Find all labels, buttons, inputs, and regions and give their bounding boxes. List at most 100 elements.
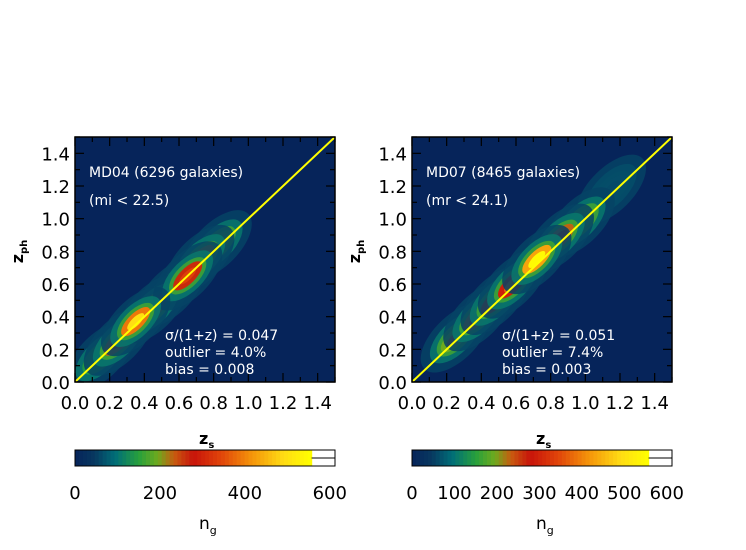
colorbar-segment <box>624 450 630 466</box>
colorbar-tick-label: 500 <box>607 483 641 504</box>
colorbar-segment <box>295 450 301 466</box>
colorbar-tick-label: 600 <box>650 483 684 504</box>
colorbar-segment <box>640 450 646 466</box>
x-tick-label: 0.2 <box>95 393 124 414</box>
colorbar-segment <box>557 450 563 466</box>
colorbar-segment <box>605 450 610 466</box>
stat-annotation: σ/(1+z) = 0.051 <box>502 328 615 344</box>
x-tick-label: 0.0 <box>61 393 90 414</box>
y-tick-label: 0.2 <box>41 340 70 361</box>
colorbar-segment <box>530 450 535 466</box>
colorbar-segment <box>439 450 445 466</box>
colorbar-tick-label: 300 <box>522 483 556 504</box>
colorbar-segment <box>260 450 265 466</box>
colorbar-segment <box>573 450 579 466</box>
colorbar-segment <box>169 450 175 466</box>
y-tick-label: 0.8 <box>378 242 407 263</box>
y-tick-label: 0.4 <box>41 308 70 329</box>
density-panel-2: 0.0 0.2 0.4 0.6 0.8 1.0 1.2 1.40.00.20.40.60.81… <box>345 136 673 451</box>
colorbar-segment <box>597 450 602 466</box>
density-blob <box>528 251 546 268</box>
colorbar-segment <box>502 450 508 466</box>
colorbar-segment <box>506 450 512 466</box>
colorbar-segment <box>494 450 500 466</box>
colorbar-segment <box>577 450 583 466</box>
y-tick-label: 0.0 <box>41 373 70 394</box>
colorbar-segment <box>423 450 429 466</box>
y-tick-label: 0.0 <box>378 373 407 394</box>
colorbar-segment <box>415 450 421 466</box>
stat-annotation: σ/(1+z) = 0.047 <box>165 328 278 344</box>
colorbar-segment <box>114 450 119 466</box>
colorbar-segment <box>303 450 309 466</box>
colorbar-segment <box>553 450 559 466</box>
colorbar-segment <box>216 450 222 466</box>
y-axis-label: zph <box>8 240 30 264</box>
y-tick-label: 1.2 <box>378 177 407 198</box>
y-tick-label: 1.0 <box>378 210 407 231</box>
colorbar-segment <box>609 450 614 466</box>
y-tick-label: 1.4 <box>41 144 70 165</box>
colorbar-segment <box>264 450 269 466</box>
colorbar-segment <box>240 450 246 466</box>
colorbar-segment <box>145 450 151 466</box>
colorbar-segment <box>98 450 104 466</box>
colorbar-segment <box>593 450 598 466</box>
y-axis-label: zph <box>345 240 367 264</box>
stat-annotation: bias = 0.003 <box>502 362 591 378</box>
y-tick-label: 0.2 <box>378 340 407 361</box>
colorbar-segment <box>142 450 147 466</box>
colorbar-segment <box>118 450 123 466</box>
colorbar-segment <box>201 450 206 466</box>
colorbar-segment <box>138 450 143 466</box>
colorbar-segment <box>435 450 441 466</box>
stat-annotation: (mr < 24.1) <box>426 193 508 209</box>
stat-annotation: bias = 0.008 <box>165 362 254 378</box>
colorbar-2: 0 100 200 300 400 500 600 ng <box>406 449 684 537</box>
colorbar-segment <box>299 450 305 466</box>
x-tick-label: 1.2 <box>269 393 298 414</box>
colorbar-segment <box>291 450 297 466</box>
colorbar-segment <box>173 450 179 466</box>
colorbar-segment <box>522 450 527 466</box>
x-tick-label: 0.0 <box>398 393 427 414</box>
stat-annotation: outlier = 7.4% <box>502 345 603 361</box>
colorbar-segment <box>561 450 567 466</box>
colorbar-segment <box>581 450 587 466</box>
colorbar-segment <box>228 450 234 466</box>
colorbar-segment <box>644 450 650 466</box>
colorbar-segment <box>419 450 425 466</box>
colorbar-segment <box>185 450 190 466</box>
colorbar-segment <box>412 450 417 466</box>
colorbar-tick-label: 400 <box>228 483 262 504</box>
y-tick-label: 1.0 <box>41 210 70 231</box>
colorbar-segment <box>589 450 594 466</box>
colorbar-segment <box>90 450 96 466</box>
colorbar-segment <box>632 450 638 466</box>
stat-annotation: outlier = 4.0% <box>165 345 266 361</box>
x-tick-label: 0.4 <box>130 393 159 414</box>
colorbar-segment <box>157 450 163 466</box>
colorbar-segment <box>130 450 135 466</box>
colorbar-segment <box>510 450 516 466</box>
colorbar-label: ng <box>199 514 217 537</box>
y-tick-label: 0.6 <box>41 275 70 296</box>
colorbar-segment <box>427 450 433 466</box>
x-axis-label: zs <box>199 429 214 451</box>
x-tick-label: 1.0 <box>571 393 600 414</box>
colorbar-segment <box>585 450 591 466</box>
colorbar-tick-label: 100 <box>437 483 471 504</box>
colorbar-segment <box>447 450 453 466</box>
colorbar-segment <box>620 450 626 466</box>
colorbar-segment <box>75 450 80 466</box>
colorbar-segment <box>252 450 257 466</box>
colorbar-segment <box>213 450 218 466</box>
colorbar-segment <box>177 450 183 466</box>
colorbar-segment <box>518 450 524 466</box>
colorbar-segment <box>565 450 571 466</box>
colorbar-segment <box>471 450 476 466</box>
colorbar-segment <box>276 450 281 466</box>
x-tick-label: 1.0 <box>234 393 263 414</box>
colorbar-segment <box>463 450 468 466</box>
